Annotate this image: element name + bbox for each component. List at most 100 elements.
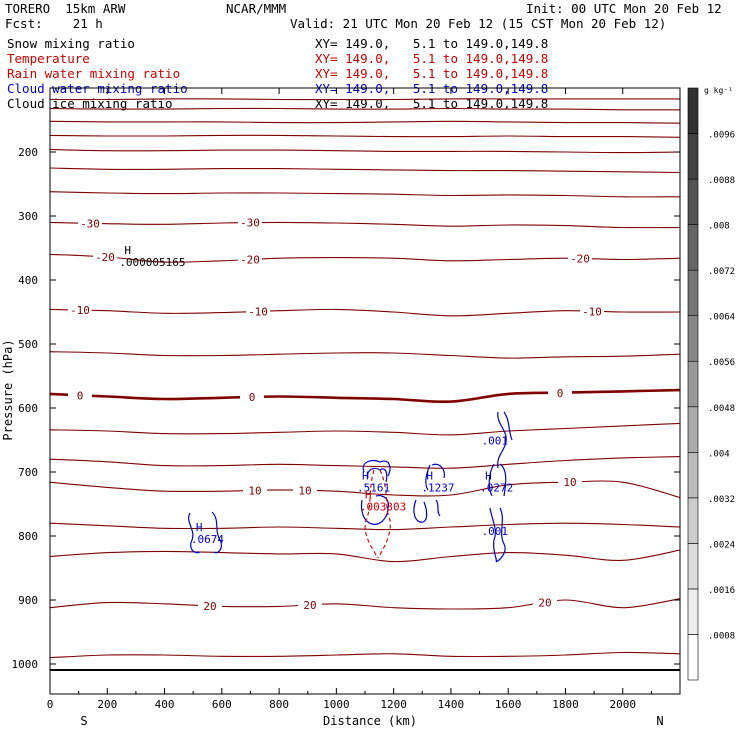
colorbar-swatch [687, 634, 699, 681]
isotherm-label: 20 [303, 599, 316, 612]
colorbar-swatch [687, 360, 699, 408]
isotherm-label: 0 [77, 389, 84, 402]
cloud-water-max-symbol: H [426, 469, 433, 482]
y-tick-label: 800 [18, 530, 38, 543]
field-xy-temperature: XY= 149.0, 5.1 to 149.0,149.8 [315, 51, 549, 66]
isotherm-label: 10 [563, 476, 576, 489]
isotherm [49, 191, 681, 198]
rain-max-value: .003303 [360, 500, 406, 513]
cloud-water-max-value: .1237 [421, 481, 454, 494]
colorbar-label: .0064 [708, 313, 735, 323]
model-title: TORERO 15km ARW [5, 1, 126, 16]
colorbar-unit: g kg⁻¹ [704, 86, 733, 95]
isotherm-label: -30 [240, 217, 260, 230]
isotherm-label-bg [68, 389, 92, 402]
colorbar-label: .0088 [708, 176, 735, 186]
isotherm-label-bg [198, 599, 222, 612]
cloud-water-contour [211, 511, 222, 554]
cloud-water-contour [431, 463, 445, 479]
colorbar-swatch [687, 406, 699, 453]
isotherm [49, 351, 681, 359]
isotherm-label: -30 [80, 217, 100, 230]
cloud-water-max-value: .0674 [191, 533, 224, 546]
x-tick-label: 2000 [609, 698, 636, 711]
y-tick-label: 1000 [12, 658, 39, 671]
y-axis-title: Pressure (hPa) [1, 339, 15, 440]
isotherm [49, 598, 681, 610]
colorbar-label: .0024 [708, 540, 735, 550]
isotherm-label: 0 [557, 387, 564, 400]
isotherm [49, 549, 681, 563]
cloud-water-contour [495, 507, 506, 563]
isotherm [49, 651, 681, 659]
ice-max-symbol: H [124, 244, 131, 257]
isotherm-label-bg [238, 216, 262, 229]
isotherm [49, 388, 681, 404]
isotherm [49, 221, 681, 229]
isotherm [49, 120, 681, 124]
field-xy-snow: XY= 149.0, 5.1 to 149.0,149.8 [315, 36, 549, 51]
colorbar-swatch [687, 588, 699, 635]
x-tick-label: 1200 [380, 698, 407, 711]
rain-max-symbol: H [365, 488, 372, 501]
colorbar-swatch [687, 133, 699, 180]
isotherm-label: 20 [538, 597, 551, 610]
isotherm-label-bg [293, 484, 317, 497]
isotherm [49, 456, 681, 469]
init-time: Init: 00 UTC Mon 20 Feb 12 [526, 1, 722, 16]
rain-contour [364, 469, 379, 559]
isotherm-label-bg [238, 253, 262, 266]
forecast-hour: Fcst: 21 h [5, 16, 103, 31]
y-tick-label: 200 [18, 146, 38, 159]
colorbar-swatch [687, 452, 699, 499]
cloud-water-contour [362, 459, 391, 477]
isotherm [49, 422, 681, 436]
cloud-water-contour [188, 512, 201, 554]
isotherm-label: 10 [298, 484, 311, 497]
cloud-water-contour [413, 499, 428, 523]
x-tick-label: 1400 [438, 698, 465, 711]
y-tick-label: 900 [18, 594, 38, 607]
x-tick-label: 800 [269, 698, 289, 711]
isotherm-label-bg [68, 304, 92, 317]
y-tick-label: 700 [18, 466, 38, 479]
x-axis-end-label: N [656, 714, 663, 728]
isotherm-label: 10 [248, 484, 261, 497]
field-label-rain: Rain water mixing ratio [7, 66, 181, 81]
temperature-contours [49, 98, 681, 659]
cloud-water-max-symbol: H [362, 469, 369, 482]
contour-labels: -30 -30 -20 -20 -20 -10 -10 -10 0 0 0 10 10 10 20 20 20 H… [68, 216, 604, 613]
axes: 0 200 400 600 800 1000 1200 1400 1600 1800 2000200… [12, 88, 680, 711]
colorbar-swatch [687, 269, 699, 316]
isotherm [49, 107, 681, 111]
field-label-temperature: Temperature [7, 51, 90, 66]
x-tick-label: 400 [155, 698, 175, 711]
cloud-water-contour [497, 411, 507, 469]
colorbar-label: .0096 [708, 131, 735, 141]
colorbar-label: .0032 [708, 495, 735, 505]
isotherm-label: -20 [570, 253, 590, 266]
isotherm [49, 308, 681, 317]
cloud-water-contour [425, 464, 431, 491]
rain-contours [364, 469, 391, 559]
isotherm-label: -10 [582, 305, 602, 318]
colorbar-label: .0048 [708, 404, 735, 414]
cloud-water-max-value: .5161 [357, 481, 390, 494]
isotherm-label-bg [246, 305, 270, 318]
x-tick-label: 1600 [495, 698, 522, 711]
cloud-water-contour [489, 507, 498, 563]
y-tick-label: 500 [18, 338, 38, 351]
x-tick-label: 600 [212, 698, 232, 711]
y-tick-label: 300 [18, 210, 38, 223]
x-axis-title: Distance (km) [323, 714, 417, 728]
cloud-water-contour [360, 495, 389, 525]
isotherm-label-bg [240, 391, 264, 404]
isotherm-label-bg [298, 599, 322, 612]
x-tick-label: 1000 [323, 698, 350, 711]
colorbar-label: .0016 [708, 586, 735, 596]
field-xy-rain: XY= 149.0, 5.1 to 149.0,149.8 [315, 66, 549, 81]
rain-contour [377, 469, 391, 559]
cloud-water-contour [503, 411, 513, 441]
colorbar-label: .004 [708, 449, 730, 459]
